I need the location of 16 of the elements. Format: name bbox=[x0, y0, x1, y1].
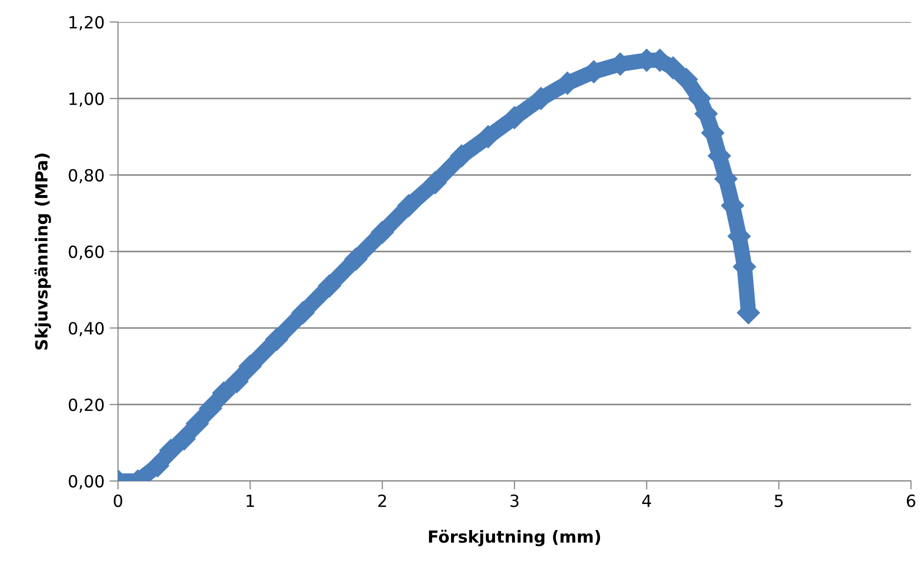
y-axis-title: Skjuvspänning (MPa) bbox=[34, 154, 52, 350]
x-tick-label: 1 bbox=[246, 494, 254, 507]
x-tick-label: 2 bbox=[378, 494, 386, 507]
y-tick-label: 0,40 bbox=[68, 322, 104, 336]
y-tick-label: 1,00 bbox=[70, 92, 104, 107]
x-tick-label: 3 bbox=[510, 494, 518, 508]
x-tick-label: 0 bbox=[114, 494, 122, 508]
y-tick-label: 0,80 bbox=[68, 168, 104, 184]
x-axis-title: Förskjutning (mm) bbox=[428, 530, 600, 546]
x-tick-label: 6 bbox=[906, 494, 916, 508]
x-tick-label: 5 bbox=[774, 494, 783, 508]
x-tick-label: 4 bbox=[642, 494, 652, 507]
y-tick-label: 1,20 bbox=[70, 16, 104, 30]
y-tick-label: 0,00 bbox=[68, 474, 104, 490]
y-tick-label: 0,20 bbox=[68, 398, 104, 413]
y-tick-label: 0,60 bbox=[68, 245, 104, 260]
